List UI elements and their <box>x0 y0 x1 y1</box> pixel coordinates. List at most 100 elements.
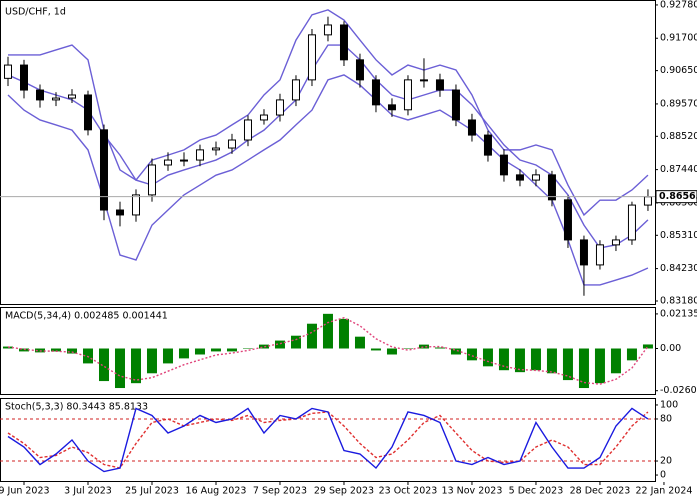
macd-bar <box>450 348 461 355</box>
macd-bar <box>178 348 189 359</box>
macd-bar <box>610 348 621 374</box>
band-middle <box>7 44 649 249</box>
macd-bar <box>482 348 493 367</box>
macd-bar <box>338 318 349 349</box>
macd-bar <box>530 348 541 371</box>
candle-body <box>403 79 412 111</box>
candle-body <box>531 174 540 181</box>
macd-bar <box>306 323 317 349</box>
candle-body <box>67 94 76 99</box>
candle-body <box>579 239 588 266</box>
candle-body <box>547 174 556 201</box>
macd-bar <box>130 348 141 384</box>
stoch-panel <box>0 398 656 482</box>
macd-bar <box>578 348 589 389</box>
candle-body <box>323 24 332 36</box>
candle-body <box>387 104 396 111</box>
candle-body <box>243 119 252 141</box>
macd-bar <box>98 348 109 382</box>
candle-body <box>563 199 572 241</box>
stoch-title: Stoch(5,3,3) 80.3443 85.8133 <box>5 402 148 413</box>
candle-body <box>179 159 188 162</box>
macd-bar <box>194 348 205 355</box>
candle-body <box>339 24 348 61</box>
macd-signal <box>7 316 649 385</box>
candle-body <box>195 149 204 161</box>
y-tick-label: 0.90650 <box>660 65 697 76</box>
candle-body <box>499 154 508 176</box>
candle-body <box>115 209 124 216</box>
macd-bar <box>322 313 333 349</box>
x-tick-label: 25 Jul 2023 <box>125 486 179 497</box>
macd-bar <box>66 348 77 354</box>
x-tick-label: 16 Aug 2023 <box>186 486 247 497</box>
y-tick-label: 0.91700 <box>660 33 697 44</box>
candle-body <box>483 134 492 156</box>
candle-body <box>451 89 460 121</box>
macd-bar <box>466 348 477 361</box>
stoch-d <box>7 411 649 469</box>
macd-bar <box>274 340 285 349</box>
macd-bar <box>370 348 381 351</box>
x-tick-label: 9 Jun 2023 <box>0 486 50 497</box>
candle-body <box>435 79 444 91</box>
band-lower <box>7 74 649 286</box>
macd-bar <box>226 348 237 352</box>
macd-bar <box>114 348 125 389</box>
y-tick-label: 0.85310 <box>660 230 697 241</box>
candle-body <box>419 79 428 82</box>
candle-body <box>307 34 316 81</box>
macd-bar <box>514 348 525 373</box>
y-tick-label: -0.026041 <box>660 385 697 396</box>
y-tick-label: 0.021352 <box>660 308 697 319</box>
candle-body <box>467 119 476 136</box>
candle-body <box>291 79 300 101</box>
y-tick-label: 80 <box>660 413 672 424</box>
candle-body <box>99 129 108 211</box>
y-tick-label: 0.84230 <box>660 263 697 274</box>
y-tick-label: 100 <box>660 399 678 410</box>
macd-bar <box>290 335 301 349</box>
macd-bar <box>418 344 429 349</box>
macd-bar <box>402 348 413 350</box>
x-tick-label: 3 Jul 2023 <box>64 486 112 497</box>
macd-bar <box>498 348 509 371</box>
candle-body <box>371 79 380 106</box>
macd-bar <box>642 344 653 349</box>
macd-bar <box>594 348 605 384</box>
candle-body <box>211 147 220 151</box>
candle-body <box>51 97 60 101</box>
candle-body <box>227 139 236 149</box>
candle-body <box>643 196 652 206</box>
x-tick-label: 28 Dec 2023 <box>570 486 631 497</box>
candle-body <box>275 99 284 116</box>
y-tick-label: 0.83180 <box>660 295 697 306</box>
candle-body <box>19 64 28 91</box>
macd-panel <box>0 307 656 395</box>
y-tick-label: 0.92780 <box>660 0 697 11</box>
candle-body <box>131 194 140 216</box>
x-tick-label: 5 Dec 2023 <box>509 486 564 497</box>
macd-bar <box>434 347 445 349</box>
candle-body <box>611 239 620 246</box>
candle-body <box>627 204 636 241</box>
macd-bar <box>354 336 365 349</box>
last-price-box <box>655 190 697 204</box>
y-tick-label: 0.88520 <box>660 131 697 142</box>
chart-title: USD/CHF, 1d <box>5 7 66 18</box>
y-tick-label: 0.87440 <box>660 164 697 175</box>
macd-title: MACD(5,34,4) 0.002485 0.001441 <box>5 311 168 322</box>
candle-body <box>355 59 364 81</box>
stoch-k <box>7 407 649 473</box>
x-tick-label: 7 Sep 2023 <box>253 486 307 497</box>
last-price-label: 0.86563 <box>659 191 697 202</box>
candle-body <box>595 244 604 266</box>
y-tick-label: 0 <box>660 470 666 481</box>
x-tick-label: 22 Jan 2024 <box>635 486 692 497</box>
macd-bar <box>258 344 269 349</box>
candle-body <box>83 94 92 131</box>
band-upper <box>7 9 649 217</box>
candle-body <box>259 114 268 121</box>
y-tick-label: 0.00 <box>660 343 681 354</box>
